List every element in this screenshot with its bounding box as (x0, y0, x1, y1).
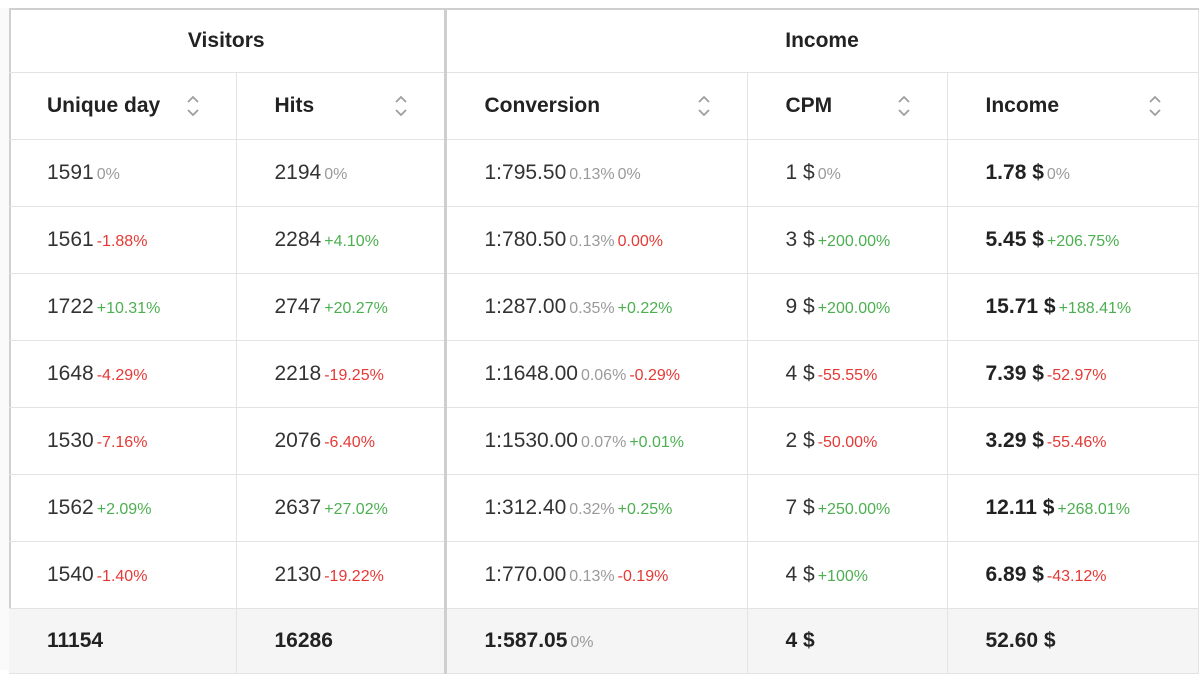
cell-conversion: 1:312.40 0.32% +0.25% (445, 474, 748, 542)
cell-hits: 2076 -6.40% (236, 407, 447, 475)
col-header-cpm[interactable]: CPM (747, 72, 948, 140)
group-header-row: Visitors Income (9, 9, 1199, 73)
col-label: Conversion (484, 94, 601, 117)
col-header-conversion[interactable]: Conversion (445, 72, 748, 140)
cell-cpm: 4 $ -55.55% (747, 340, 948, 408)
cell-conversion: 1:770.00 0.13% -0.19% (445, 541, 748, 609)
cell-conversion: 1:1530.00 0.07% +0.01% (445, 407, 748, 475)
cell-hits: 2637 +27.02% (236, 474, 447, 542)
cell-income: 12.11 $ +268.01% (947, 474, 1199, 542)
cell-income: 15.71 $ +188.41% (947, 273, 1199, 341)
cell-unique: 1562 +2.09% (9, 474, 237, 542)
cell-income: 1.78 $0% (947, 139, 1199, 207)
table-row: 1562 +2.09% 2637 +27.02% 1:312.40 0.32% +0.2… (9, 474, 1199, 542)
cell-income: 7.39 $ -52.97% (947, 340, 1199, 408)
col-header-income[interactable]: Income (947, 72, 1199, 140)
cell-unique: 1722 +10.31% (9, 273, 237, 341)
col-header-unique-day[interactable]: Unique day (9, 72, 237, 140)
total-income: 52.60 $ (947, 608, 1199, 674)
cell-unique: 1648 -4.29% (9, 340, 237, 408)
col-label: Unique day (47, 94, 161, 117)
cell-cpm: 3 $ +200.00% (747, 206, 948, 274)
sort-updown-icon[interactable] (394, 93, 408, 119)
total-conversion: 1:587.05 0% (445, 608, 748, 674)
group-visitors: Visitors (9, 9, 447, 73)
col-header-hits[interactable]: Hits (236, 72, 447, 140)
table-row: 1530 -7.16% 2076 -6.40% 1:1530.00 0.07% +0.0… (9, 407, 1199, 475)
cell-income: 3.29 $ -55.46% (947, 407, 1199, 475)
col-label: CPM (785, 94, 833, 117)
cell-conversion: 1:795.50 0.13% 0% (445, 139, 748, 207)
cell-unique: 1561 -1.88% (9, 206, 237, 274)
sort-updown-icon[interactable] (1148, 93, 1162, 119)
cell-unique: 1530 -7.16% (9, 407, 237, 475)
total-cpm: 4 $ (747, 608, 948, 674)
table-row: 1540 -1.40% 2130 -19.22% 1:770.00 0.13% -0.1… (9, 541, 1199, 609)
totals-row: 11154 16286 1:587.05 0% 4 $ 52.60 $ (9, 608, 1199, 674)
cell-income: 6.89 $ -43.12% (947, 541, 1199, 609)
table-row: 1591 0% 2194 0% 1:795.50 0.13% 0% 1 $0% 1.78… (9, 139, 1199, 207)
cell-hits: 2747 +20.27% (236, 273, 447, 341)
sort-updown-icon[interactable] (897, 93, 911, 119)
sort-updown-icon[interactable] (186, 93, 200, 119)
group-income: Income (445, 9, 1199, 73)
table-row: 1648 -4.29% 2218 -19.25% 1:1648.00 0.06% -0.… (9, 340, 1199, 408)
sort-updown-icon[interactable] (697, 93, 711, 119)
cell-cpm: 9 $ +200.00% (747, 273, 948, 341)
column-header-row: Unique day Hits Conversion (9, 72, 1199, 140)
cell-conversion: 1:1648.00 0.06% -0.29% (445, 340, 748, 408)
cell-unique: 1540 -1.40% (9, 541, 237, 609)
total-unique: 11154 (9, 608, 237, 674)
table-body: 1591 0% 2194 0% 1:795.50 0.13% 0% 1 $0% 1.78… (9, 139, 1199, 674)
cell-hits: 2218 -19.25% (236, 340, 447, 408)
cell-unique: 1591 0% (9, 139, 237, 207)
cell-conversion: 1:780.50 0.13% 0.00% (445, 206, 748, 274)
cell-hits: 2130 -19.22% (236, 541, 447, 609)
col-label: Income (985, 94, 1060, 117)
stats-table: Visitors Income Unique day Hits C (9, 8, 1199, 674)
table-row: 1561 -1.88% 2284 +4.10% 1:780.50 0.13% 0.00%… (9, 206, 1199, 274)
cell-hits: 2194 0% (236, 139, 447, 207)
table-row: 1722 +10.31% 2747 +20.27% 1:287.00 0.35% +0.… (9, 273, 1199, 341)
cell-cpm: 4 $ +100% (747, 541, 948, 609)
total-hits: 16286 (236, 608, 447, 674)
cell-conversion: 1:287.00 0.35% +0.22% (445, 273, 748, 341)
cell-cpm: 2 $ -50.00% (747, 407, 948, 475)
cell-hits: 2284 +4.10% (236, 206, 447, 274)
col-label: Hits (274, 94, 315, 117)
cell-income: 5.45 $ +206.75% (947, 206, 1199, 274)
cell-cpm: 7 $ +250.00% (747, 474, 948, 542)
cell-cpm: 1 $0% (747, 139, 948, 207)
